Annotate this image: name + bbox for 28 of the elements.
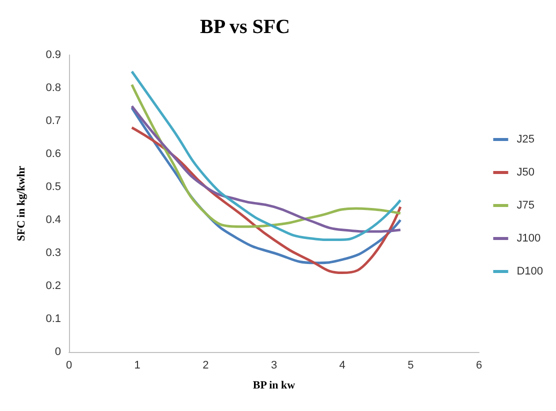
y-axis-title: SFC in kg/kwhr	[16, 166, 28, 242]
y-tick-label: 0.6	[46, 148, 61, 160]
x-tick-label: 3	[270, 360, 278, 372]
line-series	[130, 83, 402, 228]
legend-label: J25	[516, 134, 534, 146]
y-tick-label: 0	[54, 346, 61, 358]
x-axis-title: BP in kw	[252, 380, 296, 392]
y-tick-label: 0.5	[46, 181, 61, 193]
y-tick-label: 0.9	[46, 49, 61, 61]
y-tick-label: 0.1	[46, 313, 61, 325]
y-tick-label: 0.3	[46, 247, 61, 259]
x-tick-label: 0	[66, 360, 72, 372]
legend-label: D100	[516, 266, 543, 278]
y-tick-label: 0.2	[46, 280, 61, 292]
legend-label: J50	[516, 166, 534, 178]
x-tick-label: 1	[134, 360, 140, 372]
y-tick-label: 0.4	[46, 214, 61, 226]
line-series	[130, 104, 402, 233]
x-tick-label: 5	[408, 360, 414, 372]
x-tick-label: 2	[202, 360, 209, 372]
line-series	[130, 70, 402, 242]
y-tick-label: 0.7	[46, 115, 61, 127]
y-tick-label: 0.8	[46, 82, 61, 94]
legend-label: J100	[516, 232, 541, 244]
legend-label: J75	[516, 200, 534, 212]
chart-title: BP vs SFC	[200, 16, 290, 38]
x-tick-label: 6	[476, 360, 482, 372]
x-tick-label: 4	[339, 360, 346, 372]
